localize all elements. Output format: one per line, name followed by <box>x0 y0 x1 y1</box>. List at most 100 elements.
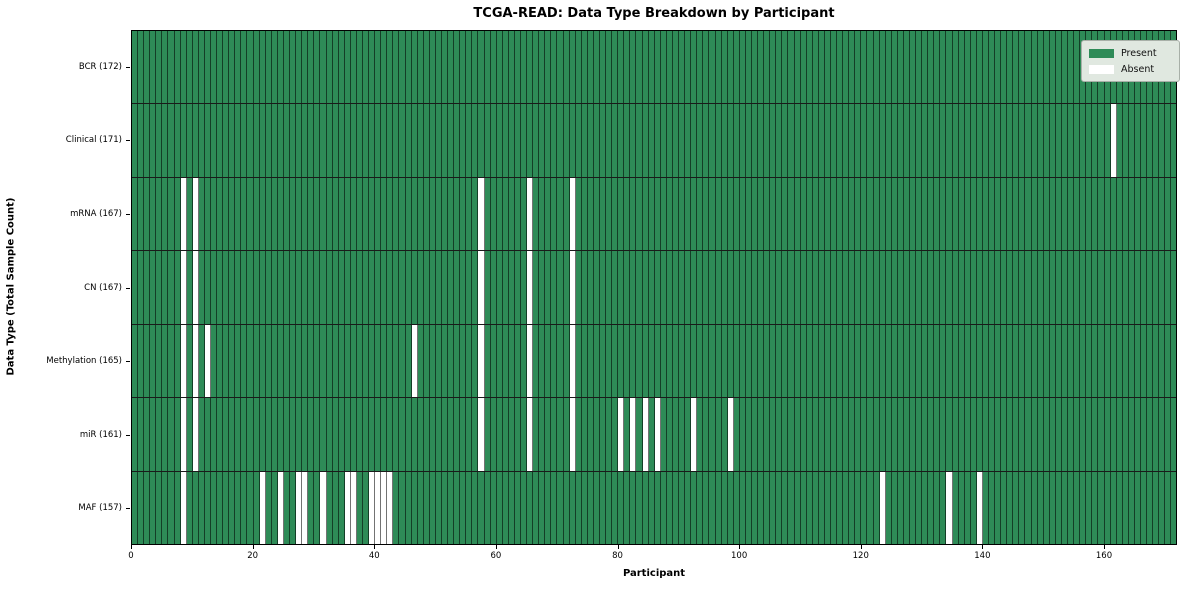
cell-present <box>958 471 965 544</box>
cell-present <box>843 251 850 324</box>
cell-present <box>1049 398 1056 471</box>
cell-present <box>685 31 692 104</box>
cell-present <box>217 471 224 544</box>
cell-present <box>1043 177 1050 251</box>
cell-present <box>314 398 321 471</box>
cell-present <box>873 251 880 324</box>
cell-present <box>800 31 807 104</box>
cell-absent <box>569 177 576 251</box>
cell-present <box>557 251 564 324</box>
present-swatch-icon <box>1089 48 1114 58</box>
cell-present <box>502 177 509 251</box>
y-tick-label: MAF (157) <box>78 503 122 514</box>
cell-present <box>600 398 607 471</box>
cell-present <box>1153 324 1160 398</box>
cell-present <box>964 398 971 471</box>
cell-present <box>1128 251 1135 324</box>
cell-present <box>849 324 856 398</box>
cell-present <box>672 104 680 177</box>
cell-present <box>545 251 552 324</box>
cell-present <box>557 31 564 104</box>
cell-present <box>812 251 819 324</box>
cell-present <box>976 31 983 104</box>
cell-present <box>581 251 588 324</box>
cell-present <box>484 398 491 471</box>
cell-present <box>460 31 467 104</box>
x-tick-label: 60 <box>490 551 502 561</box>
x-tick-label: 160 <box>1095 551 1113 561</box>
cell-present <box>1098 471 1105 544</box>
x-tick-label: 140 <box>974 551 991 561</box>
cell-present <box>271 324 278 398</box>
cell-present <box>369 104 376 177</box>
cell-present <box>527 31 534 104</box>
cell-present <box>1074 31 1081 104</box>
cell-present <box>745 471 752 544</box>
cell-present <box>1080 251 1087 324</box>
cell-present <box>709 104 716 177</box>
cell-present <box>1031 31 1038 104</box>
cell-present <box>800 398 807 471</box>
cell-present <box>132 471 139 544</box>
cell-present <box>867 471 874 544</box>
cell-present <box>375 104 382 177</box>
cell-present <box>733 471 740 544</box>
cell-present <box>824 251 831 324</box>
cell-present <box>818 471 825 544</box>
cell-present <box>727 31 734 104</box>
cell-present <box>788 398 795 471</box>
cell-present <box>873 104 880 177</box>
cell-present <box>1049 104 1056 177</box>
cell-present <box>703 251 710 324</box>
cell-present <box>247 104 254 177</box>
cell-present <box>186 471 193 544</box>
cell-present <box>460 471 467 544</box>
cell-present <box>302 324 309 398</box>
cell-present <box>1110 471 1117 544</box>
cell-present <box>824 398 831 471</box>
cell-present <box>521 104 528 177</box>
cell-present <box>1086 471 1093 544</box>
cell-present <box>138 104 145 177</box>
cell-present <box>545 177 552 251</box>
cell-present <box>691 31 698 104</box>
cell-present <box>770 398 777 471</box>
cell-present <box>581 471 588 544</box>
cell-present <box>466 471 473 544</box>
cell-present <box>1098 177 1105 251</box>
cell-present <box>666 398 673 471</box>
cell-present <box>1019 104 1026 177</box>
cell-present <box>885 398 892 471</box>
cell-present <box>873 471 880 544</box>
cell-present <box>976 398 983 471</box>
cell-present <box>812 104 819 177</box>
cell-present <box>995 398 1002 471</box>
cell-present <box>733 31 740 104</box>
cell-present <box>721 177 728 251</box>
cell-present <box>466 324 473 398</box>
cell-present <box>514 398 521 471</box>
cell-present <box>1043 104 1050 177</box>
cell-present <box>496 104 503 177</box>
cell-present <box>229 251 236 324</box>
cell-present <box>600 104 607 177</box>
cell-present <box>654 31 661 104</box>
cell-present <box>946 177 953 251</box>
cell-present <box>211 398 218 471</box>
cell-present <box>666 177 673 251</box>
cell-present <box>521 251 528 324</box>
cell-present <box>891 104 898 177</box>
cell-present <box>764 104 771 177</box>
cell-present <box>314 324 321 398</box>
y-tick-mark <box>126 361 130 363</box>
cell-present <box>484 324 491 398</box>
cell-present <box>448 177 455 251</box>
cell-present <box>745 398 752 471</box>
cell-present <box>490 177 497 251</box>
cell-present <box>575 104 582 177</box>
cell-present <box>1025 31 1032 104</box>
cell-present <box>150 324 157 398</box>
cell-present <box>1098 251 1105 324</box>
cell-present <box>830 104 838 177</box>
cell-present <box>593 251 601 324</box>
